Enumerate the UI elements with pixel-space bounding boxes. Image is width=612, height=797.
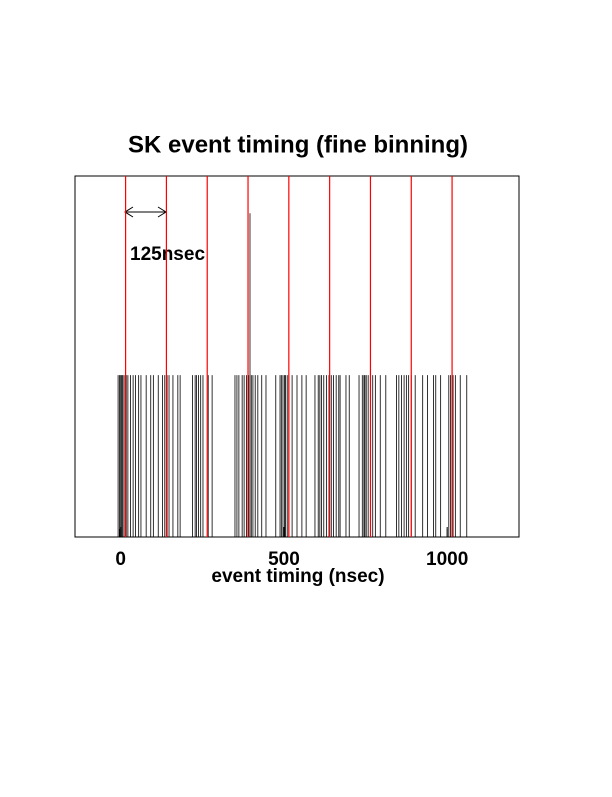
annotation: 125nsec: [130, 244, 205, 265]
x-axis-label: event timing (nsec): [211, 566, 384, 587]
chart-title: SK event timing (fine binning): [128, 131, 468, 158]
x-tick-label: 0: [115, 549, 126, 570]
x-tick-label: 500: [268, 549, 300, 570]
arrow: [124, 206, 167, 218]
x-tick-label: 1000: [426, 549, 468, 570]
